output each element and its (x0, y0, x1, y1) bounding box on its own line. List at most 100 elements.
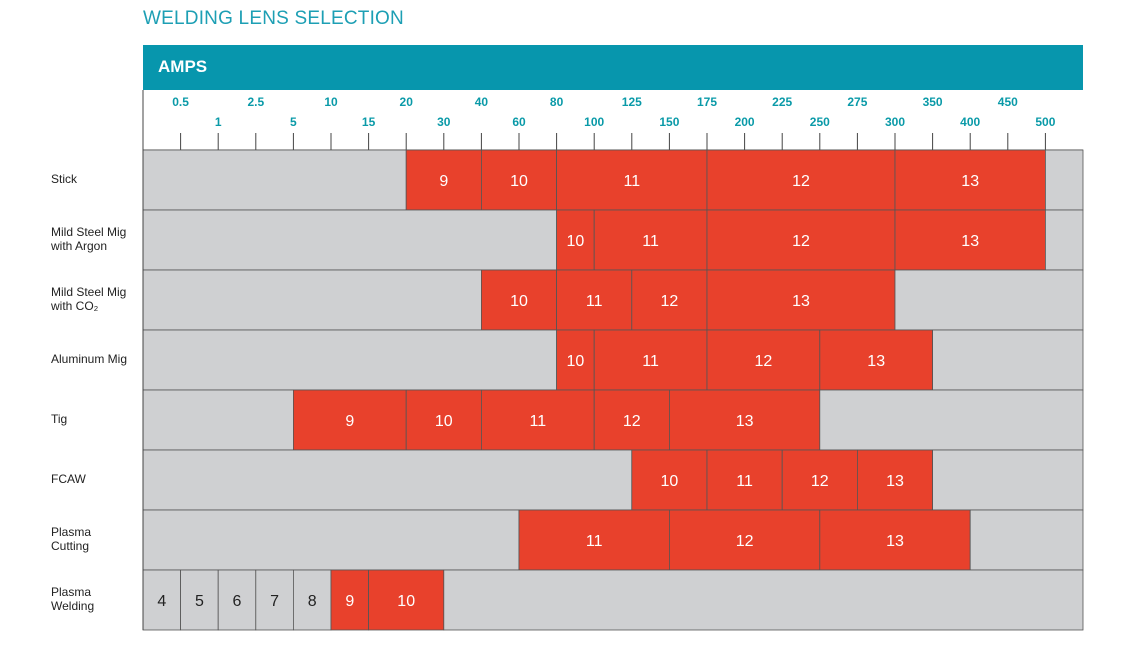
empty-cell (819, 389, 1084, 451)
empty-cell (142, 149, 407, 211)
shade-number-label: 12 (736, 533, 754, 550)
tick-label-lower: 100 (584, 115, 604, 129)
shade-number-label: 12 (623, 413, 641, 430)
shade-number-label: 13 (961, 173, 979, 190)
chart-title: WELDING LENS SELECTION (143, 8, 404, 29)
empty-cell (932, 449, 1084, 511)
amps-header-bar: AMPS (143, 45, 1083, 90)
tick-label-upper: 0.5 (172, 95, 189, 109)
shade-cell (405, 149, 482, 211)
shade-number-label: 13 (886, 533, 904, 550)
shade-cell (669, 509, 821, 571)
shade-number-label: 12 (792, 233, 810, 250)
tick-label-lower: 200 (735, 115, 755, 129)
shade-number-label: 10 (661, 473, 679, 490)
row-label: FCAW (51, 472, 86, 486)
shade-number-label: 6 (233, 593, 242, 610)
row-label-line: Cutting (51, 539, 90, 553)
shade-number-label: 12 (792, 173, 810, 190)
shade-number-label: 9 (345, 593, 354, 610)
tick-label-upper: 80 (550, 95, 564, 109)
tick-label-upper: 40 (475, 95, 489, 109)
shade-number-label: 7 (270, 593, 279, 610)
shade-number-label: 11 (623, 173, 640, 190)
shade-number-label: 12 (755, 353, 773, 370)
shade-number-label: 13 (961, 233, 979, 250)
row-label-line: with CO₂ (51, 299, 99, 313)
row-label-line: Plasma (51, 585, 92, 599)
shade-number-label: 12 (811, 473, 829, 490)
empty-cell (142, 389, 294, 451)
tick-label-upper: 2.5 (247, 95, 264, 109)
empty-cell (142, 449, 633, 511)
tick-label-upper: 350 (923, 95, 943, 109)
shade-number-label: 9 (345, 413, 354, 430)
shade-cell (631, 269, 708, 331)
shade-cell (405, 389, 482, 451)
shade-number-label: 10 (397, 593, 415, 610)
row-label-line: Mild Steel Mig (51, 285, 127, 299)
shade-number-label: 4 (157, 593, 166, 610)
row-label: Mild Steel Mig with Argon (51, 225, 126, 253)
empty-cell (180, 569, 219, 631)
row-label-line: Stick (51, 172, 78, 186)
shade-number-label: 9 (439, 173, 448, 190)
shade-cell (518, 509, 670, 571)
empty-cell (142, 269, 482, 331)
empty-cell (932, 329, 1084, 391)
shade-cell (857, 449, 934, 511)
row-label-line: with Argon (51, 239, 108, 253)
shade-number-label: 11 (736, 473, 753, 490)
tick-label-lower: 150 (659, 115, 679, 129)
shade-cell (781, 449, 858, 511)
shade-cell (819, 509, 971, 571)
shade-cell (706, 449, 783, 511)
tick-label-upper: 225 (772, 95, 792, 109)
row-label-line: Tig (51, 412, 68, 426)
tick-label-lower: 250 (810, 115, 830, 129)
row-label: Plasma Welding (51, 585, 94, 613)
shade-cell (706, 209, 896, 271)
empty-cell (142, 329, 558, 391)
row-label: Aluminum Mig (51, 352, 127, 366)
shade-number-label: 10 (510, 293, 528, 310)
tick-label-upper: 275 (847, 95, 867, 109)
row-label-line: FCAW (51, 472, 86, 486)
shade-number-label: 13 (886, 473, 904, 490)
row-label-line: Plasma (51, 525, 92, 539)
tick-label-lower: 1 (215, 115, 222, 129)
shade-cell (480, 389, 595, 451)
empty-cell (142, 209, 558, 271)
shade-number-label: 10 (567, 233, 585, 250)
row-label: Plasma Cutting (51, 525, 91, 553)
amps-axis-label: AMPS (158, 57, 208, 76)
shade-cell (292, 389, 407, 451)
shade-number-label: 5 (195, 593, 204, 610)
tick-label-upper: 450 (998, 95, 1018, 109)
empty-cell (443, 569, 1084, 631)
shade-cell (593, 329, 708, 391)
tick-label-lower: 30 (437, 115, 451, 129)
tick-label-lower: 15 (362, 115, 376, 129)
shade-cell (631, 449, 708, 511)
tick-label-lower: 300 (885, 115, 905, 129)
shade-number-label: 10 (567, 353, 585, 370)
empty-cell (255, 569, 294, 631)
shade-number-label: 11 (529, 413, 546, 430)
row-label-line: Welding (51, 599, 95, 613)
shade-number-label: 13 (792, 293, 810, 310)
tick-label-upper: 125 (622, 95, 642, 109)
tick-label-lower: 400 (960, 115, 980, 129)
row-label: Stick (51, 172, 77, 186)
shade-cell (556, 149, 708, 211)
tick-label-upper: 175 (697, 95, 717, 109)
row-label: Tig (51, 412, 67, 426)
shade-number-label: 11 (586, 533, 603, 550)
shade-number-label: 12 (661, 293, 679, 310)
shade-number-label: 11 (642, 233, 659, 250)
tick-label-upper: 20 (400, 95, 414, 109)
row-label-line: Aluminum Mig (51, 352, 128, 366)
empty-cell (142, 509, 520, 571)
shade-cell (480, 149, 557, 211)
